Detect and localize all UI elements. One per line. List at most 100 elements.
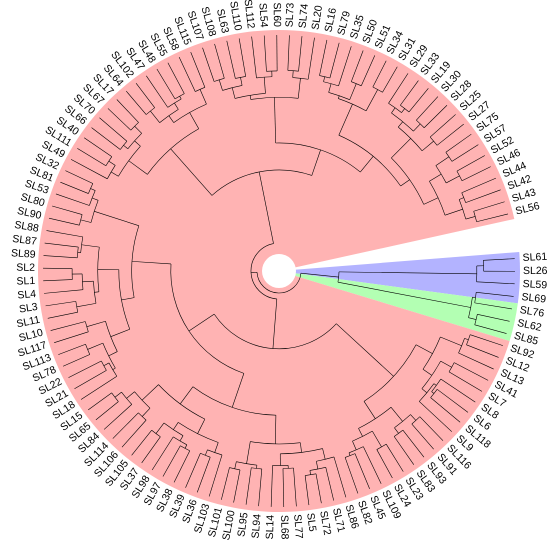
internal-branch	[274, 415, 277, 444]
leaf-branch	[178, 57, 196, 92]
leaf-branch	[162, 445, 181, 477]
leaf-branch	[47, 311, 78, 319]
node-arc	[351, 81, 362, 87]
internal-branch	[179, 386, 194, 405]
leaf-branch	[304, 475, 310, 506]
node-arc	[102, 343, 116, 369]
node-arc	[256, 76, 273, 79]
node-arc	[448, 362, 455, 373]
internal-branch	[272, 298, 278, 349]
leaf-branch	[325, 467, 335, 501]
internal-branch	[204, 449, 208, 456]
node-arc	[348, 446, 364, 454]
leaf-labels: SL61SL26SL59SL69SL76SL62SL85SL92SL12SL13…	[11, 0, 548, 541]
node-arc	[358, 406, 392, 429]
node-arc	[147, 128, 199, 175]
leaf-branch	[430, 397, 461, 423]
leaf-branch	[470, 334, 503, 346]
leaf-branch	[461, 166, 491, 182]
node-arc	[134, 391, 151, 409]
leaf-label: SL16	[322, 7, 339, 34]
leaf-branch	[436, 123, 464, 146]
node-arc	[105, 321, 118, 352]
internal-branch	[300, 442, 302, 453]
node-arc	[376, 443, 387, 450]
internal-branch	[218, 79, 223, 91]
node-arc	[101, 360, 107, 371]
leaf-branch	[58, 343, 86, 355]
leaf-label: SL26	[523, 265, 548, 277]
leaf-branch	[419, 416, 444, 441]
leaf-branch	[451, 144, 479, 162]
node-arc	[394, 414, 411, 429]
leaf-branch	[167, 62, 185, 94]
internal-branch	[336, 323, 394, 377]
internal-branch	[415, 344, 433, 354]
internal-branch	[440, 336, 462, 347]
node-arc	[461, 192, 466, 203]
node-arc	[338, 98, 367, 112]
leaf-branch	[402, 429, 425, 458]
node-arc	[207, 449, 223, 456]
node-arc	[391, 157, 425, 205]
leaf-branch	[476, 213, 509, 223]
leaf-branch	[226, 40, 236, 79]
leaf-branch	[91, 127, 121, 150]
internal-branch	[81, 244, 100, 248]
leaf-branch	[354, 453, 370, 490]
leaf-branch	[388, 73, 409, 104]
internal-branch	[150, 110, 160, 123]
internal-branch	[114, 391, 122, 398]
node-arc	[214, 78, 225, 82]
internal-branch	[126, 391, 135, 399]
internal-branch	[231, 87, 236, 99]
node-arc	[163, 422, 184, 436]
node-arc	[250, 243, 277, 300]
node-arc	[352, 430, 373, 442]
internal-branch	[132, 261, 172, 265]
leaf-label: SL61	[522, 251, 547, 264]
internal-branch	[231, 373, 245, 408]
branches	[43, 35, 516, 507]
internal-branch	[87, 342, 104, 350]
leaf-branch	[287, 35, 290, 71]
internal-branch	[80, 219, 92, 223]
leaf-branch	[156, 68, 176, 100]
node-arc	[75, 301, 79, 313]
internal-branch	[246, 441, 251, 464]
internal-branch	[258, 171, 274, 244]
internal-branch	[328, 83, 332, 93]
node-arc	[398, 126, 423, 152]
node-arc	[234, 93, 266, 99]
leaf-branch	[385, 443, 404, 472]
node-arc	[173, 436, 188, 446]
internal-branch	[188, 313, 215, 332]
leaf-label: SL3	[18, 301, 38, 316]
node-arc	[222, 85, 243, 91]
internal-branch	[103, 362, 110, 366]
node-arc	[76, 247, 79, 258]
leaf-branch	[319, 39, 328, 76]
internal-branch	[249, 95, 252, 100]
leaf-branch	[107, 108, 132, 131]
leaf-branch	[70, 159, 108, 180]
node-arc	[372, 86, 383, 93]
node-arc	[158, 384, 206, 420]
node-arc	[474, 314, 478, 325]
internal-branch	[134, 140, 141, 147]
internal-branch	[429, 173, 442, 182]
node-arc	[458, 338, 465, 354]
internal-branch	[174, 102, 179, 110]
leaf-branch	[474, 302, 512, 310]
internal-branch	[300, 272, 339, 278]
leaf-branch	[103, 404, 132, 430]
node-arc	[429, 136, 438, 146]
node-arc	[429, 181, 446, 216]
node-arc	[236, 461, 257, 466]
tree-root-hole	[262, 254, 296, 288]
node-arc	[119, 141, 128, 150]
internal-branch	[123, 145, 128, 150]
leaf-label: SL88	[13, 219, 39, 235]
leaf-branch	[448, 371, 483, 392]
internal-branch	[431, 391, 435, 394]
